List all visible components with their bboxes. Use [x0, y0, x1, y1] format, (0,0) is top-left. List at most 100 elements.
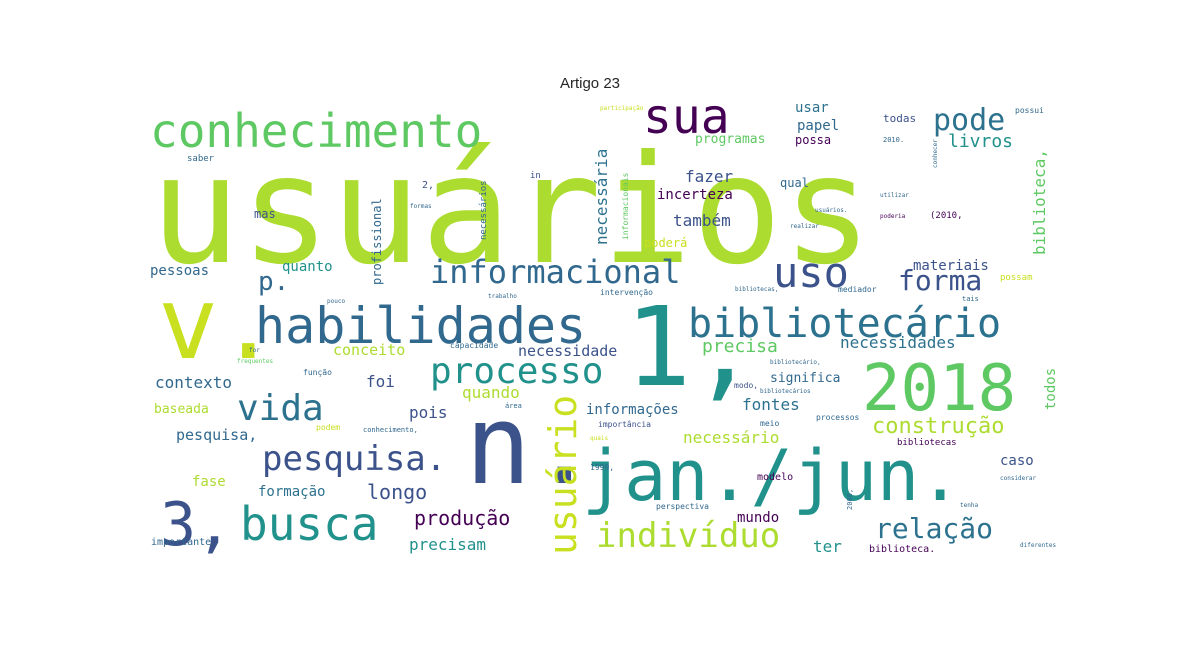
- word-capacidade: capacidade: [450, 341, 498, 350]
- word-programas: programas: [695, 132, 765, 147]
- word-individuo: indivíduo: [596, 516, 780, 556]
- word-pesquisa: pesquisa,: [176, 426, 257, 444]
- word-precisa: precisa: [702, 336, 778, 357]
- word-funcao: função: [303, 368, 332, 377]
- word-modelo: modelo: [757, 472, 793, 483]
- word-usuarios: usuários: [150, 124, 872, 298]
- word-usuarios: usuários.: [815, 207, 848, 214]
- word-tenha: tenha: [960, 502, 978, 509]
- word-for: for: [249, 347, 260, 354]
- word-possa: possa: [795, 133, 831, 147]
- word-conhecimento: conhecimento: [150, 104, 482, 158]
- word-longo: longo: [367, 480, 427, 504]
- word-v: v.: [158, 265, 278, 382]
- word-usuario: usuário: [541, 395, 585, 555]
- word-considerar: considerar: [1000, 475, 1037, 482]
- word-fase: fase: [192, 474, 226, 490]
- word-vida: vida: [237, 388, 324, 429]
- word-pouco: pouco: [327, 298, 345, 305]
- word-2008: 2008,: [846, 489, 854, 510]
- word-conhecimento: conhecimento,: [363, 426, 418, 434]
- word-todos: todos: [1043, 368, 1059, 410]
- word-1: 1,: [625, 283, 757, 411]
- word-necessidades: necessidades: [840, 333, 956, 352]
- word-intervencao: intervenção: [600, 288, 653, 297]
- word-uso: uso: [773, 248, 849, 297]
- word-caso: caso: [1000, 453, 1034, 469]
- word-processos: processos: [816, 413, 860, 422]
- word-diferentes: diferentes: [1020, 542, 1057, 549]
- word-materiais: materiais: [913, 258, 989, 274]
- word-biblioteca: biblioteca,: [1030, 149, 1049, 255]
- word-quanto: quanto: [282, 259, 333, 275]
- word-bibliotecarios: bibliotecários: [760, 388, 811, 395]
- word-producao: produção: [414, 506, 510, 530]
- word-importante: importante: [151, 537, 211, 548]
- word-2010: (2010,: [930, 211, 963, 221]
- word-conceito: conceito: [333, 341, 405, 359]
- word-3: 3,: [160, 490, 232, 560]
- word-podera: poderá: [644, 236, 687, 250]
- word-informacional: informacional: [430, 253, 680, 291]
- word-quando: quando: [462, 383, 520, 402]
- word-jan-jun: jan./jun.: [582, 435, 961, 517]
- word-habilidades: habilidades: [255, 297, 586, 355]
- word-pode: pode: [933, 103, 1005, 138]
- word-livros: livros: [948, 131, 1013, 152]
- word-area: área: [505, 402, 522, 410]
- word-forma: forma: [898, 264, 982, 297]
- word-meio: meio: [760, 419, 779, 428]
- word-busca: busca: [240, 497, 378, 551]
- word-necessaria: necessária: [592, 149, 611, 245]
- word-in: in: [530, 171, 541, 181]
- word-construcao: construção: [872, 414, 1004, 439]
- word-pesquisa: pesquisa.: [262, 439, 446, 479]
- word-2010: 2010.: [883, 136, 904, 144]
- word-bibliotecario: bibliotecário,: [770, 359, 821, 366]
- word-tambem: também: [673, 211, 731, 230]
- word-participacao: participação: [600, 105, 644, 112]
- chart-title: Artigo 23: [559, 75, 621, 92]
- word-fontes: fontes: [742, 395, 800, 414]
- word-informacionais: informacionais: [621, 172, 630, 240]
- word-poderia: poderia: [880, 213, 906, 220]
- word-biblioteca: biblioteca.: [869, 544, 935, 555]
- word-mediador: mediador: [838, 285, 877, 294]
- word-trabalho: trabalho: [488, 293, 517, 300]
- word-possui: possui: [1015, 106, 1044, 115]
- word-n: n.: [465, 381, 597, 509]
- word-usar: usar: [795, 100, 829, 116]
- word-saber: saber: [187, 154, 215, 164]
- word-incerteza: incerteza: [657, 187, 733, 203]
- word-mundo: mundo: [737, 510, 779, 526]
- word-necessidade: necessidade: [518, 342, 617, 360]
- word-precisam: precisam: [409, 535, 486, 554]
- word-papel: papel: [797, 118, 839, 134]
- word-pessoas: pessoas: [150, 263, 209, 279]
- word-foi: foi: [366, 372, 395, 391]
- word-importancia: importância: [598, 420, 651, 429]
- word-baseada: baseada: [154, 402, 209, 417]
- word-mas: mas: [254, 207, 276, 221]
- word-qual: qual: [780, 176, 809, 190]
- word-formacao: formação: [258, 484, 325, 500]
- word-2018: 2018: [862, 352, 1016, 426]
- word-processo: processo: [430, 351, 603, 392]
- word-formas: formas: [410, 203, 432, 210]
- word-todas: todas: [883, 112, 916, 125]
- word-contexto: contexto: [155, 373, 232, 392]
- word-podem: podem: [316, 423, 340, 432]
- word-perspectiva: perspectiva: [656, 502, 709, 511]
- word-necessario: necessário: [683, 428, 779, 447]
- word-quais: quais: [590, 435, 608, 442]
- word-bibliotecas: bibliotecas,: [735, 286, 778, 293]
- word-realizar: realizar: [790, 223, 819, 230]
- word-fazer: fazer: [685, 167, 734, 186]
- word-tais: tais: [962, 295, 979, 303]
- word-conhecer: conhecer: [932, 139, 939, 168]
- word-sua: sua: [643, 89, 730, 145]
- word-bibliotecas: bibliotecas: [897, 438, 957, 448]
- word-significa: significa: [770, 371, 840, 386]
- word-pois: pois: [409, 403, 448, 422]
